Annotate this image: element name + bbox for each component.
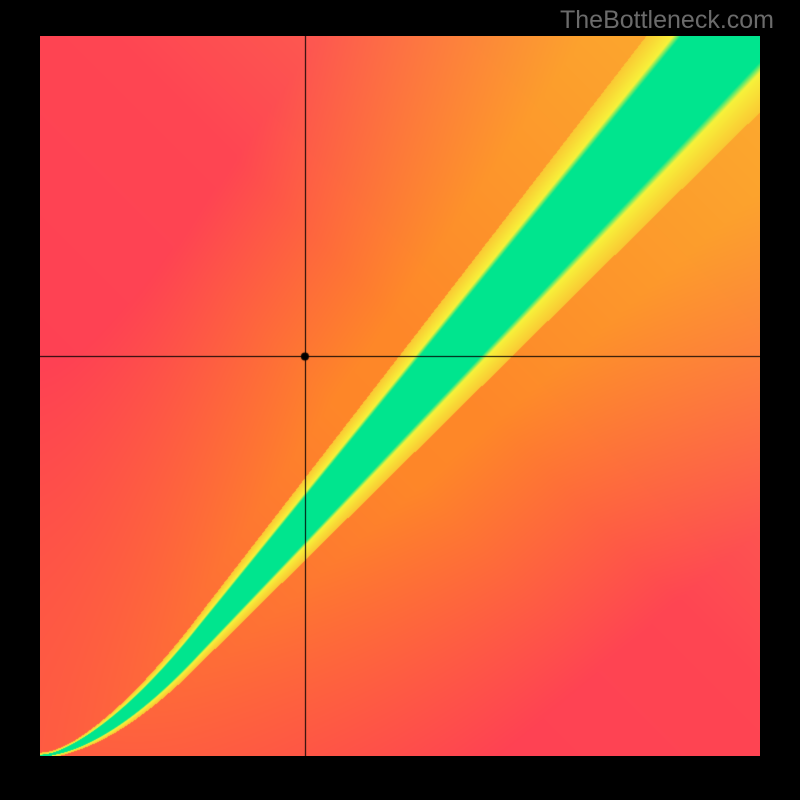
bottleneck-heatmap xyxy=(40,36,760,756)
chart-container: TheBottleneck.com xyxy=(0,0,800,800)
watermark-text: TheBottleneck.com xyxy=(560,6,774,35)
